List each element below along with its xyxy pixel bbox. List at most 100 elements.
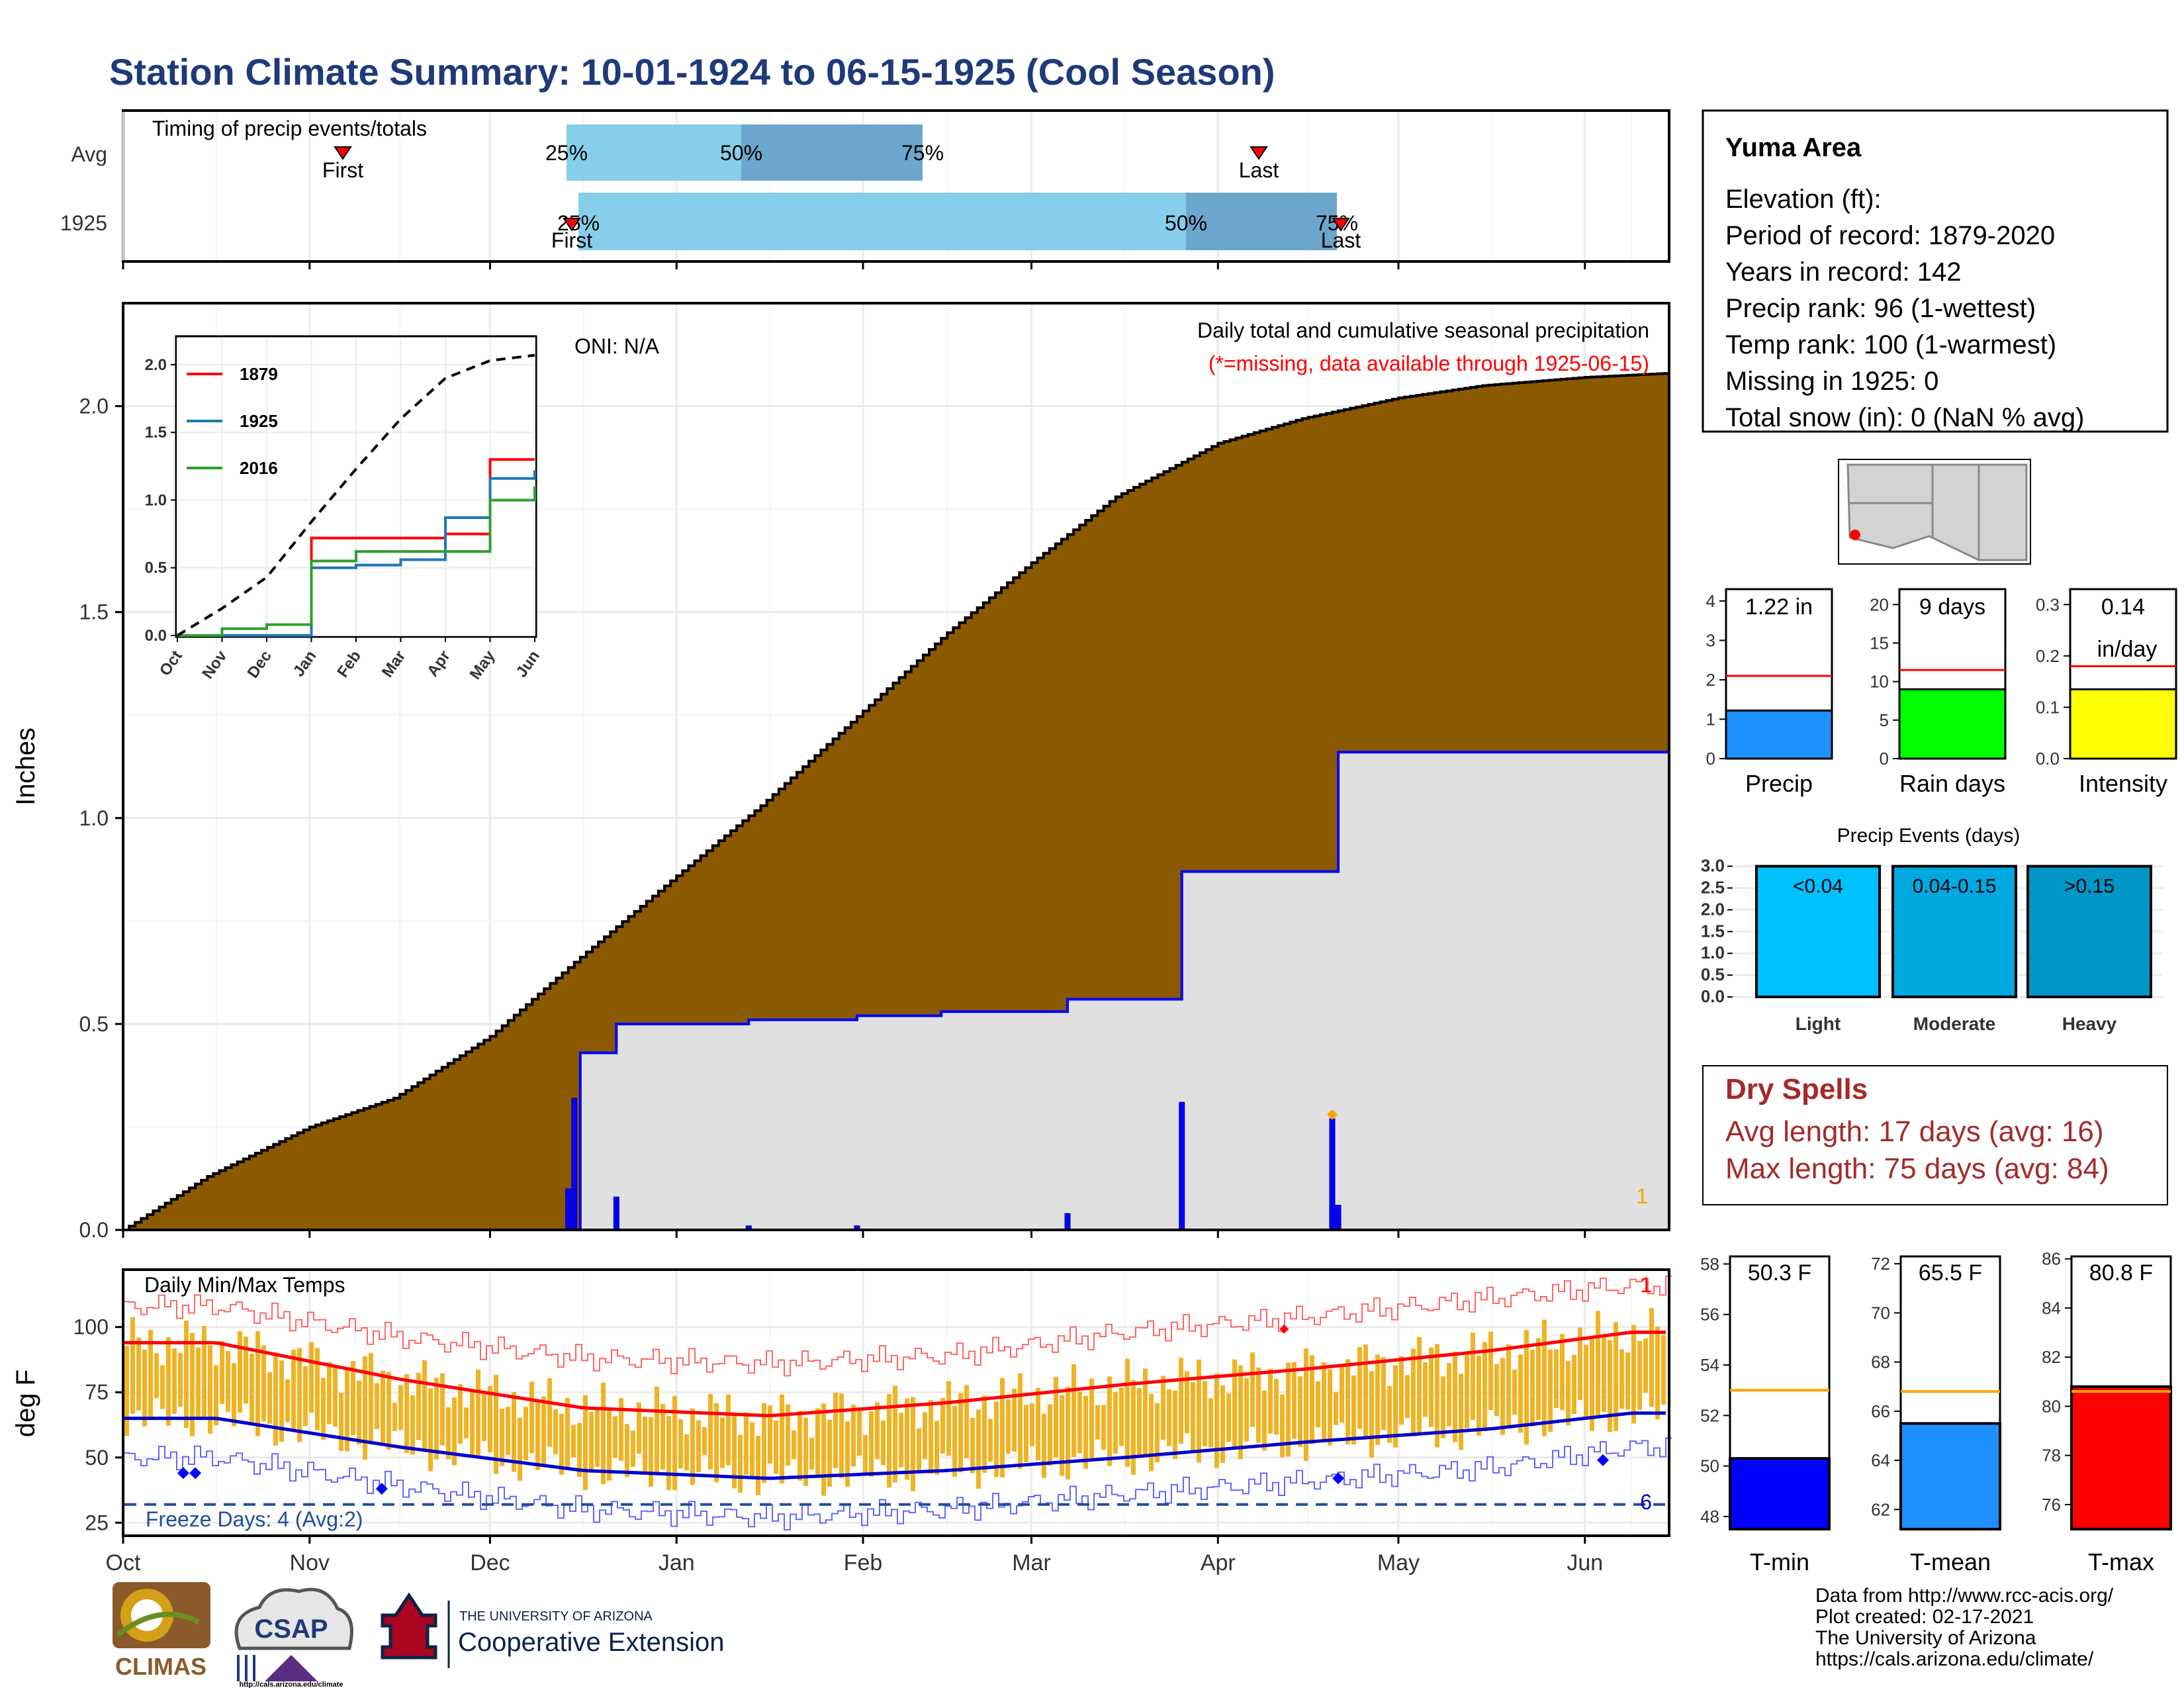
timing-avg-last-label: Last (1239, 158, 1279, 182)
tmax-record-count: 1 (1640, 1273, 1652, 1297)
inset-series-line (177, 470, 536, 637)
timing-1925-last-label: Last (1321, 228, 1361, 252)
mini-bar-tick-label: 0.3 (2036, 594, 2060, 614)
temp-day-bar (285, 1379, 290, 1423)
temp-day-bar (809, 1438, 814, 1470)
temp-day-bar (678, 1419, 683, 1469)
inset-y-axis: 0.0 0.5 1.0 1.5 2.0 (145, 356, 176, 645)
page-title: Station Climate Summary: 10-01-1924 to 0… (109, 51, 1275, 93)
dry-spells-box: Dry Spells Avg length: 17 days (avg: 16)… (1702, 1065, 2168, 1205)
temp-day-bar (1208, 1398, 1213, 1448)
temp-day-bar (404, 1374, 409, 1453)
month-label: Oct (106, 1550, 141, 1575)
temp-day-bar (1572, 1354, 1576, 1415)
record-max-line (123, 1276, 1672, 1377)
temp-y-tick-label: 100 (73, 1315, 109, 1339)
temp-day-bar (1024, 1405, 1028, 1463)
temp-day-bar (821, 1403, 826, 1496)
temp-day-bar (1417, 1336, 1422, 1434)
events-tick-label: 3.0 (1701, 856, 1725, 876)
temp-day-bar (1125, 1358, 1130, 1468)
temp-day-bar (1465, 1352, 1469, 1429)
timing-1925-25-label: 25% (557, 211, 600, 235)
inset-legend-label: 2016 (240, 458, 278, 478)
temp-day-bar (381, 1370, 385, 1444)
temp-summary-tick-label: 66 (1871, 1401, 1890, 1421)
temp-day-bar (452, 1397, 457, 1466)
temp-day-bar (1149, 1393, 1154, 1472)
temp-day-bar (1220, 1385, 1225, 1463)
temp-day-bar (470, 1389, 475, 1458)
temp-day-bar (1012, 1388, 1017, 1452)
temp-summary-tick-label: 68 (1871, 1352, 1890, 1372)
temp-day-bar (1619, 1349, 1624, 1409)
temp-day-bar (333, 1367, 338, 1427)
temp-y-tick-label: 25 (85, 1511, 109, 1534)
precip-summary-bars: 1.22 in 0 1 2 3 4 Precip 9 days 0 5 10 15 20 Rain day… (1706, 588, 2177, 797)
mini-bar-value (2069, 688, 2177, 760)
temp-day-bar (1399, 1356, 1404, 1425)
temp-day-bar (339, 1393, 343, 1451)
footer-line: https://cals.arizona.edu/climate/ (1815, 1648, 2094, 1670)
temp-day-bar (958, 1393, 963, 1473)
temp-day-bar (893, 1385, 897, 1483)
timing-1925-50-label: 50% (1165, 211, 1207, 235)
temp-day-bar (202, 1325, 206, 1417)
temp-day-bar (929, 1400, 933, 1474)
temp-day-bar (1423, 1362, 1428, 1417)
temp-day-bar (160, 1365, 165, 1409)
temp-y-label: deg F (11, 1370, 40, 1437)
temp-day-bar (940, 1397, 945, 1454)
record-low-marker (1332, 1472, 1345, 1485)
timing-avg-50-label: 50% (720, 141, 762, 165)
temp-day-bar (875, 1402, 880, 1460)
temp-day-bar (130, 1317, 135, 1414)
csap-url: http://cals.arizona.edu/climate (239, 1681, 343, 1688)
temp-day-bar (1518, 1354, 1523, 1433)
temp-day-bar (1101, 1405, 1106, 1450)
temp-day-bar (911, 1397, 915, 1491)
inset-y-tick-label: 0.0 (145, 627, 167, 645)
temp-day-bar (518, 1417, 522, 1481)
record-low-marker (375, 1483, 388, 1495)
daily-precip-bar (571, 1098, 578, 1231)
temp-day-bar (1530, 1349, 1535, 1427)
temp-summary-label: T-mean (1910, 1548, 1991, 1575)
temp-day-bar (660, 1404, 665, 1470)
temp-day-bar (1203, 1381, 1207, 1447)
temp-day-bar (631, 1430, 635, 1467)
timing-avg-25-label: 25% (545, 141, 588, 165)
temp-day-bar (780, 1394, 784, 1484)
precip-y-tick-label: 0.5 (79, 1012, 109, 1036)
record-low-marker (1597, 1454, 1610, 1466)
mini-bar-label: Precip (1745, 770, 1813, 797)
inset-y-tick-label: 1.5 (145, 424, 167, 442)
temp-day-bar (1447, 1363, 1451, 1427)
events-bar (2026, 865, 2152, 999)
temp-day-bar (619, 1398, 623, 1461)
inset-avg-line (176, 353, 535, 637)
climas-logo-text: CLIMAS (115, 1653, 206, 1680)
temp-day-bar (416, 1372, 421, 1440)
temp-summary-bars: 50.3 F 48 50 52 54 56 58 T-min 65.5 F 62 64 66 68 70 7… (1700, 1249, 2172, 1575)
temp-day-bar (214, 1365, 218, 1426)
temp-day-bar (178, 1352, 183, 1407)
temp-day-bar (1488, 1331, 1493, 1411)
temp-day-bar (1054, 1377, 1058, 1458)
temp-day-bar (589, 1411, 594, 1474)
temp-day-bar (732, 1412, 737, 1489)
temp-day-bar (1506, 1344, 1511, 1427)
tmin-record-count: 6 (1640, 1490, 1652, 1514)
temp-day-bar (1512, 1369, 1517, 1415)
station-detail-line: Missing in 1925: 0 (1725, 367, 1938, 396)
temp-day-bar (1179, 1358, 1183, 1444)
temp-day-bar (1042, 1413, 1046, 1478)
mini-bar-tick-label: 15 (1870, 633, 1889, 653)
temp-day-bar (1060, 1395, 1064, 1476)
station-detail-line: Years in record: 142 (1725, 258, 1962, 287)
temp-day-bar (863, 1434, 868, 1474)
temp-day-bar (738, 1434, 743, 1493)
timing-avg-last-marker (1250, 146, 1268, 160)
temp-day-bar (494, 1374, 498, 1474)
month-label: May (1377, 1550, 1420, 1575)
